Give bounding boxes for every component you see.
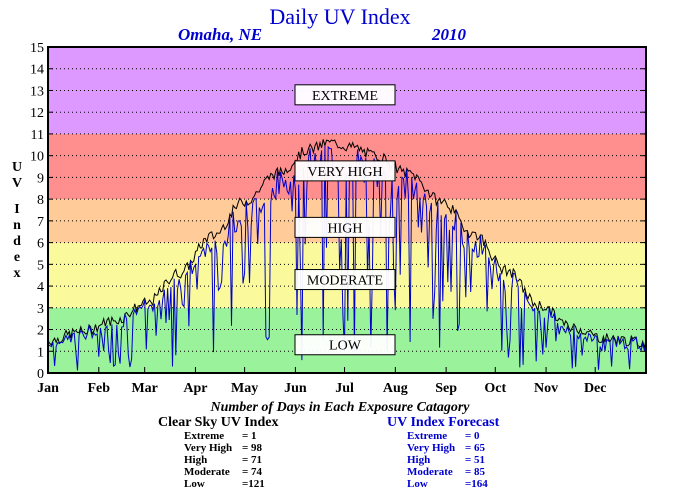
clear-sky-line [47, 139, 647, 348]
y-tick-label: 1 [37, 345, 44, 360]
x-tick-label: Apr [183, 381, 207, 396]
x-tick-label: May [231, 381, 258, 396]
y-tick-label: 0 [37, 367, 44, 382]
y-tick-label: 6 [37, 237, 44, 252]
y-axis-label-char: U [11, 160, 23, 175]
y-tick-label: 3 [37, 302, 44, 317]
x-tick-label: Jun [284, 381, 307, 396]
x-tick-label: Jul [335, 381, 354, 396]
y-tick-label: 10 [30, 150, 44, 165]
y-tick-label: 13 [30, 84, 44, 99]
x-tick-label: Feb [88, 381, 111, 396]
y-axis-label-char: I [14, 202, 20, 217]
y-tick-label: 5 [37, 258, 44, 273]
x-tick-label: Oct [484, 381, 506, 396]
y-axis-label-char: V [11, 176, 23, 191]
y-axis-label-char: n [13, 218, 21, 233]
location-label: Omaha, NE [178, 25, 263, 44]
y-axis-label-char: e [13, 250, 21, 265]
x-tick-label: Sep [435, 381, 457, 396]
x-tick-label: Nov [534, 381, 558, 396]
x-tick-label: Jan [37, 381, 59, 396]
chart-title: Daily UV Index [269, 4, 411, 29]
band-label-box [294, 160, 396, 182]
clear-sky-heading: Clear Sky UV Index [158, 415, 279, 430]
band-label: HIGH [328, 221, 363, 236]
x-tick-label: Aug [383, 381, 408, 396]
band-label-box [294, 269, 396, 291]
y-tick-label: 12 [30, 106, 44, 121]
band-label: EXTREME [312, 89, 378, 104]
band-label-box [294, 334, 396, 356]
y-tick-label: 8 [37, 193, 44, 208]
y-axis-label-char: d [13, 234, 21, 249]
year-label: 2010 [432, 25, 466, 44]
y-tick-label: 7 [37, 215, 44, 230]
band-label: LOW [329, 339, 362, 354]
forecast-line [47, 145, 647, 371]
y-tick-label: 15 [30, 41, 44, 56]
y-tick-label: 4 [37, 280, 44, 295]
y-tick-label: 11 [31, 128, 44, 143]
y-axis-label-char: x [13, 266, 21, 281]
band-label: MODERATE [307, 274, 383, 289]
y-tick-label: 2 [37, 324, 44, 339]
forecast-heading: UV Index Forecast [387, 415, 500, 430]
counts-heading: Number of Days in Each Exposure Catagory [210, 400, 470, 415]
band-label: VERY HIGH [307, 165, 382, 180]
x-tick-label: Mar [131, 381, 157, 396]
band-label-box [294, 84, 396, 106]
y-tick-label: 9 [37, 171, 44, 186]
y-tick-label: 14 [30, 63, 44, 78]
x-tick-label: Dec [584, 381, 607, 396]
band-label-box [294, 216, 396, 238]
plot-frame [47, 46, 647, 374]
